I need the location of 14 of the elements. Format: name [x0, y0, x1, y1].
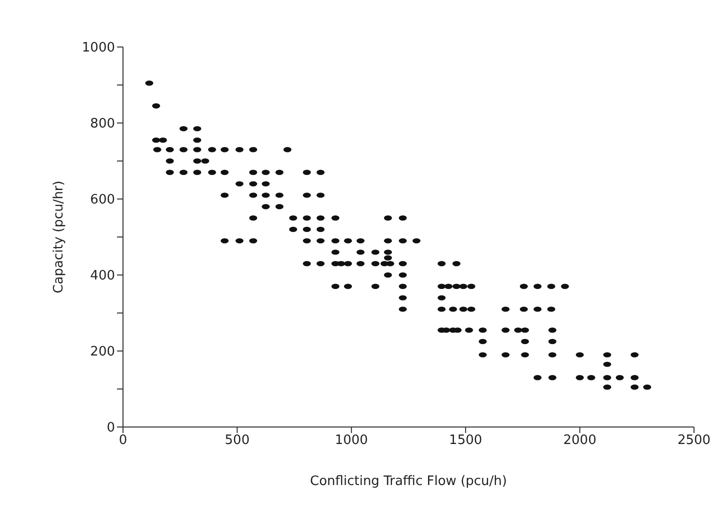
x-tick-label: 2500	[677, 433, 711, 448]
x-tick-label: 500	[224, 433, 250, 448]
x-axis-title: Conflicting Traffic Flow (pcu/h)	[310, 474, 507, 489]
y-tick-label: 800	[90, 116, 115, 132]
x-tick-label: 0	[118, 433, 128, 448]
y-tick-label: 0	[106, 420, 115, 436]
x-tick-label: 2000	[563, 433, 596, 448]
y-tick-label: 200	[90, 344, 115, 360]
y-axis-title: Capacity (pcu/hr)	[52, 180, 67, 294]
y-tick-label: 400	[90, 268, 115, 284]
x-tick-label: 1000	[334, 433, 368, 448]
y-tick-label: 600	[90, 192, 115, 208]
x-tick-label: 1500	[449, 433, 482, 448]
y-tick-label: 1000	[82, 40, 115, 56]
